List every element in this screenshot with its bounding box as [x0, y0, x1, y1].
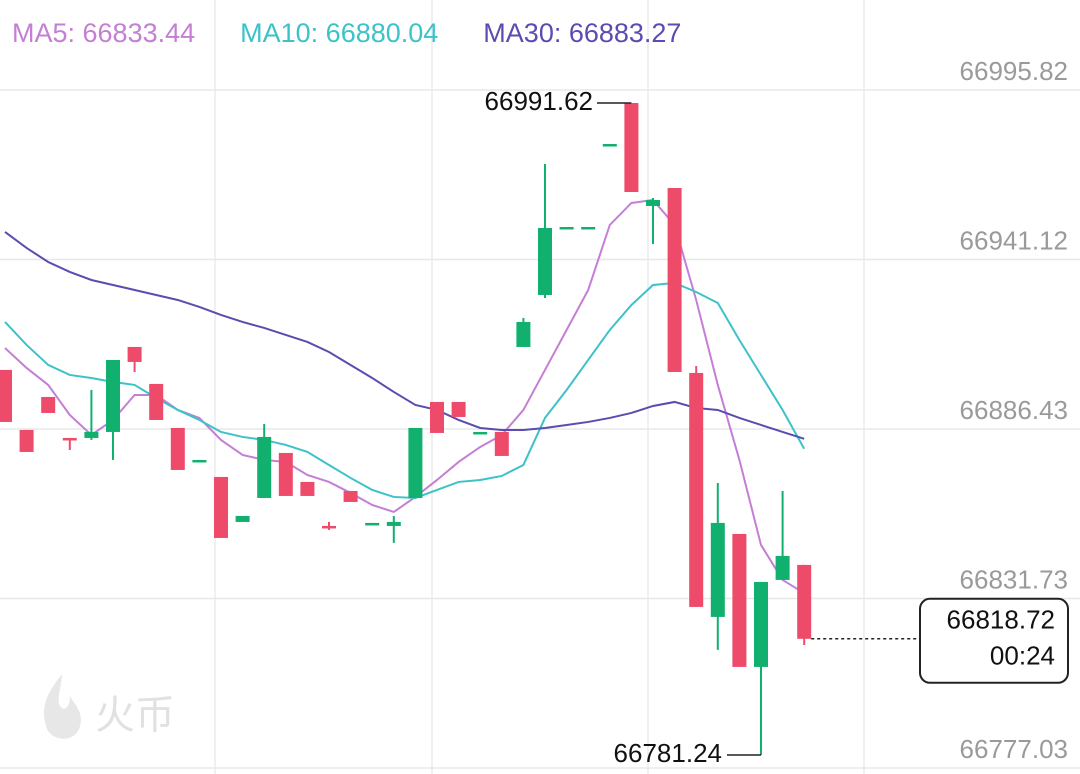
- legend-entry: MA30: 66883.27: [483, 18, 681, 48]
- last-price-label: 66818.72: [947, 605, 1055, 635]
- candle-body: [646, 199, 660, 206]
- candle-body: [689, 372, 704, 607]
- candles: [0, 103, 812, 755]
- candle-body: [451, 401, 466, 417]
- watermark-icon: [43, 674, 81, 739]
- candle-body: [624, 103, 639, 192]
- legend-entry: MA10: 66880.04: [240, 18, 438, 48]
- ma-line: [4, 281, 806, 499]
- candle-body: [62, 437, 77, 441]
- annotations: 66991.62 66781.24 66818.72 00:24: [485, 86, 1069, 768]
- candle-body: [214, 476, 228, 538]
- ma-line: [4, 231, 805, 440]
- last-price-box: [919, 597, 1069, 684]
- candle-body: [516, 321, 531, 347]
- y-tick-label: 66995.82: [960, 56, 1068, 86]
- candle-body: [257, 436, 272, 498]
- candle-body: [278, 452, 293, 496]
- candle-body: [192, 459, 207, 463]
- watermark-text: 火币: [95, 694, 175, 738]
- candle-body: [322, 525, 336, 529]
- countdown: 00:24: [990, 641, 1055, 671]
- y-tick-label: 66886.43: [960, 395, 1068, 425]
- candle-body: [0, 369, 12, 422]
- candle-body: [408, 427, 423, 498]
- candle-body: [41, 396, 56, 413]
- candle-body: [797, 564, 812, 639]
- y-tick-label: 66941.12: [960, 225, 1068, 255]
- candle-body: [386, 521, 401, 526]
- candle-body: [494, 431, 509, 456]
- candle-body: [559, 226, 574, 230]
- candle-body: [127, 346, 142, 362]
- legend-entry: MA5: 66833.44: [12, 18, 195, 48]
- candle-body: [473, 431, 488, 435]
- candle-body: [365, 522, 380, 526]
- candle-body: [538, 227, 552, 295]
- watermark: 火币: [43, 674, 175, 739]
- candle-body: [106, 359, 120, 432]
- candle-body: [732, 533, 747, 667]
- candle-body: [300, 481, 315, 496]
- candle-body: [19, 429, 34, 452]
- candle-body: [343, 490, 358, 502]
- legend: MA5: 66833.44 MA10: 66880.04 MA30: 66883.2…: [12, 18, 681, 48]
- candle-body: [84, 431, 99, 438]
- candle-body: [170, 427, 185, 470]
- candle-body: [602, 144, 617, 147]
- candle-body: [581, 226, 596, 230]
- candle-body: [667, 187, 682, 372]
- candle-body: [149, 383, 164, 420]
- candle-body: [235, 515, 250, 522]
- candle-body: [710, 522, 725, 617]
- y-tick-label: 66831.73: [960, 564, 1068, 594]
- candle-body: [775, 555, 790, 580]
- y-tick-label: 66777.03: [960, 734, 1068, 764]
- candle-body: [430, 401, 444, 433]
- max-label: 66991.62: [485, 86, 593, 116]
- candle-body: [754, 581, 768, 667]
- min-label: 66781.24: [614, 738, 722, 768]
